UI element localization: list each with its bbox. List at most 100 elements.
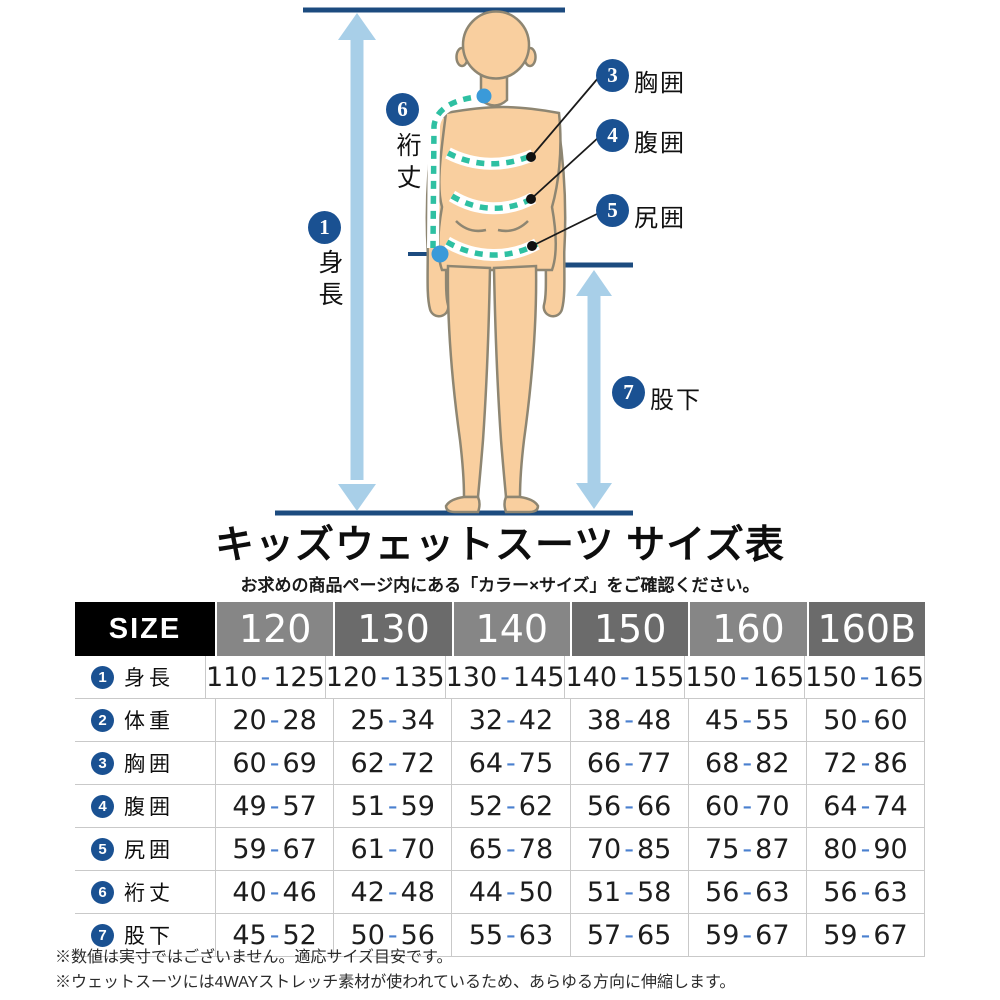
- size-range-cell: 50-56: [333, 914, 451, 956]
- range-max: 42: [518, 704, 554, 736]
- size-range-cell: 38-48: [569, 699, 688, 741]
- range-separator: -: [742, 790, 753, 822]
- badge-inseam: 7: [612, 376, 645, 409]
- size-range-cell: 75-87: [687, 828, 806, 870]
- row-number-badge: 2: [91, 708, 114, 732]
- row-label-cell: 6 裄丈: [75, 871, 215, 913]
- size-range-cell: 57-65: [569, 914, 688, 956]
- body-figure-illustration: [275, 7, 633, 516]
- range-separator: -: [624, 833, 634, 865]
- badge-chest: 3: [596, 59, 629, 92]
- range-max: 62: [518, 790, 554, 822]
- row-label-text: 裄丈: [124, 882, 174, 905]
- range-min: 20: [232, 704, 267, 736]
- range-min: 44: [468, 876, 504, 908]
- table-row: 2 体重 20-28 25-34 32-42 38-48 45-55 50-60: [75, 698, 925, 741]
- range-max: 125: [273, 661, 325, 693]
- range-min: 80: [823, 833, 858, 865]
- size-range-cell: 40-46: [215, 871, 333, 913]
- row-label-text: 腹囲: [124, 796, 174, 819]
- size-range-cell: 59-67: [805, 914, 924, 956]
- label-sleeve: 裄丈: [393, 132, 420, 196]
- size-range-cell: 51-59: [333, 785, 451, 827]
- label-belly: 腹囲: [634, 131, 686, 157]
- size-table: SIZE 120 130 140 150 160 160B 1 身長 110-125…: [75, 602, 925, 957]
- row-label-text: 股下: [124, 925, 174, 948]
- range-separator: -: [387, 876, 398, 908]
- range-separator: -: [387, 704, 398, 736]
- range-min: 61: [350, 833, 385, 865]
- range-separator: -: [506, 790, 516, 822]
- height-arrow: [338, 13, 376, 511]
- range-max: 135: [393, 661, 445, 693]
- range-max: 87: [755, 833, 790, 865]
- row-number-badge: 5: [91, 837, 114, 861]
- range-max: 67: [755, 919, 790, 951]
- size-range-cell: 60-69: [215, 742, 333, 784]
- size-range-cell: 62-72: [333, 742, 451, 784]
- range-max: 50: [518, 876, 554, 908]
- size-range-cell: 50-60: [805, 699, 924, 741]
- size-range-cell: 64-74: [805, 785, 924, 827]
- range-min: 59: [705, 919, 740, 951]
- row-label-text: 尻囲: [124, 839, 174, 862]
- size-range-cell: 80-90: [805, 828, 924, 870]
- range-min: 62: [350, 747, 385, 779]
- range-max: 63: [518, 919, 554, 951]
- size-range-cell: 61-70: [333, 828, 451, 870]
- range-min: 70: [586, 833, 622, 865]
- range-separator: -: [624, 747, 634, 779]
- size-range-cell: 56-66: [569, 785, 688, 827]
- range-max: 70: [755, 790, 790, 822]
- size-range-cell: 60-70: [687, 785, 806, 827]
- range-separator: -: [506, 704, 516, 736]
- badge-sleeve: 6: [386, 93, 419, 126]
- size-header-cell: SIZE: [75, 602, 215, 656]
- range-max: 59: [400, 790, 435, 822]
- size-column-140: 140: [451, 602, 570, 656]
- size-column-160: 160: [688, 602, 807, 656]
- row-label-cell: 4 腹囲: [75, 785, 215, 827]
- size-range-cell: 130-145: [444, 656, 564, 698]
- range-min: 64: [468, 747, 504, 779]
- measurement-diagram: 1 身長 6 裄丈 3 胸囲 4 腹囲 5 尻囲 7 股下: [275, 7, 700, 516]
- range-max: 52: [282, 919, 317, 951]
- range-separator: -: [624, 919, 634, 951]
- range-max: 63: [755, 876, 790, 908]
- range-max: 28: [282, 704, 317, 736]
- range-min: 130: [445, 661, 498, 693]
- range-max: 55: [755, 704, 790, 736]
- range-min: 150: [685, 661, 737, 693]
- range-max: 60: [873, 704, 908, 736]
- range-separator: -: [860, 876, 871, 908]
- range-min: 140: [565, 661, 618, 693]
- range-separator: -: [860, 833, 871, 865]
- size-range-cell: 52-62: [451, 785, 569, 827]
- size-range-cell: 32-42: [451, 699, 569, 741]
- range-separator: -: [387, 790, 398, 822]
- page-title: キッズウェットスーツ サイズ表: [215, 524, 785, 567]
- range-separator: -: [624, 790, 634, 822]
- range-separator: -: [269, 919, 280, 951]
- range-max: 69: [282, 747, 317, 779]
- size-range-cell: 150-165: [804, 656, 924, 698]
- range-separator: -: [500, 661, 510, 693]
- range-min: 110: [205, 661, 258, 693]
- size-range-cell: 45-52: [215, 914, 333, 956]
- range-max: 78: [518, 833, 554, 865]
- range-max: 67: [282, 833, 317, 865]
- range-max: 63: [873, 876, 908, 908]
- range-min: 60: [232, 747, 267, 779]
- range-min: 49: [232, 790, 267, 822]
- range-min: 25: [350, 704, 385, 736]
- range-separator: -: [860, 919, 871, 951]
- range-separator: -: [506, 876, 516, 908]
- range-max: 77: [636, 747, 672, 779]
- range-separator: -: [742, 747, 753, 779]
- row-number-badge: 3: [91, 751, 114, 775]
- range-separator: -: [860, 790, 871, 822]
- footnote-line: ※数値は実寸ではございません。適応サイズ目安です。: [55, 949, 453, 966]
- child-body-figure: [425, 10, 567, 514]
- page-subtitle: お求めの商品ページ内にある「カラー×サイズ」をご確認ください。: [240, 576, 760, 595]
